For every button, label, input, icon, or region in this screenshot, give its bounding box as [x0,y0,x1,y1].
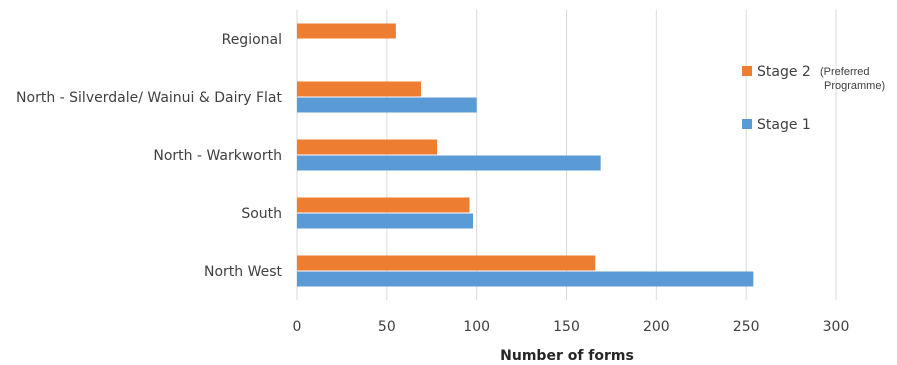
category-labels: Regional North - Silverdale/ Wainui & Dai… [16,32,282,280]
x-tick-label: 0 [293,319,302,335]
legend-swatch-stage-1 [742,119,752,129]
bar-stage-2-4 [297,255,596,271]
bar-stage-1-4 [297,271,754,287]
legend-note-line-1: (Preferred [820,66,870,78]
bar-stage-2-0 [297,23,396,39]
category-label: North - Warkworth [153,148,282,164]
bar-stage-2-1 [297,81,421,97]
legend-note-line-2: Programme) [824,80,885,92]
legend-swatch-stage-2 [742,66,752,76]
gridlines [296,10,837,300]
bar-stage-1-1 [297,97,477,113]
x-tick-label: 50 [378,319,396,335]
category-label: North West [204,264,283,280]
x-tick-label: 200 [643,319,670,335]
x-tick-label: 250 [733,319,760,335]
category-label: Regional [222,32,282,48]
x-tick-label: 100 [463,319,490,335]
legend-label-stage-2: Stage 2 [757,64,811,80]
x-axis-title: Number of forms [500,348,634,364]
legend-label-stage-1: Stage 1 [757,117,811,133]
category-label: North - Silverdale/ Wainui & Dairy Flat [16,90,282,106]
x-tick-label: 300 [823,319,850,335]
x-tick-labels: 0 50 100 150 200 250 300 [293,319,850,335]
bar-stage-1-2 [297,155,601,171]
bar-stage-2-2 [297,139,438,155]
bars [297,23,754,287]
category-label: South [241,206,282,222]
x-tick-label: 150 [553,319,580,335]
bar-stage-1-3 [297,213,474,229]
bar-stage-2-3 [297,197,470,213]
legend: Stage 2 (Preferred Programme) Stage 1 [742,64,885,133]
